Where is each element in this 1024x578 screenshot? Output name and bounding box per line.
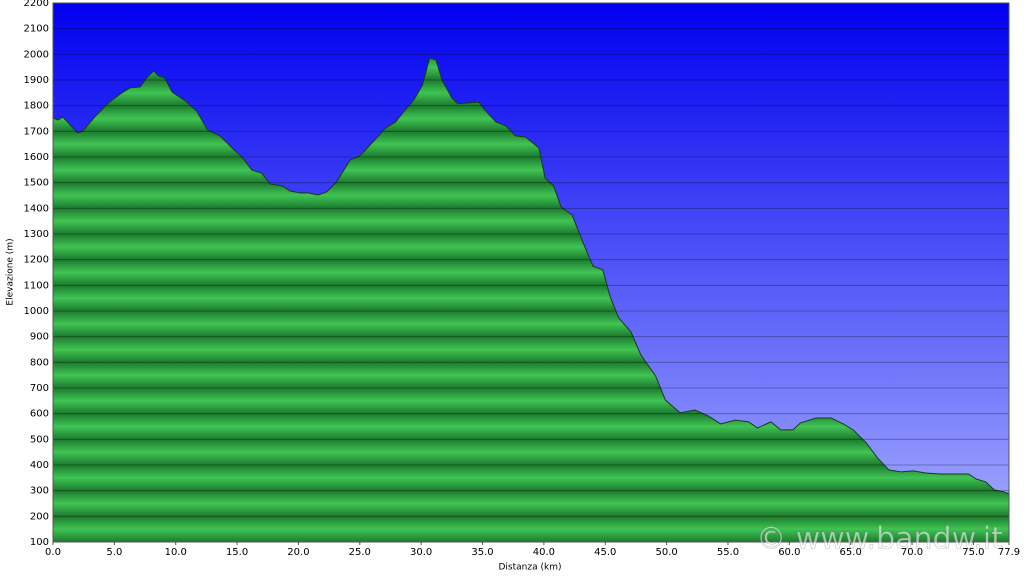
y-tick-label: 1100 <box>24 280 49 291</box>
x-tick-label: 30.0 <box>410 547 432 558</box>
x-tick-label: 45.0 <box>594 547 616 558</box>
x-tick-label: 65.0 <box>840 547 862 558</box>
x-tick-label: 50.0 <box>655 547 677 558</box>
x-tick-label: 10.0 <box>165 547 187 558</box>
x-tick-label: 60.0 <box>778 547 800 558</box>
y-tick-label: 1500 <box>24 178 49 189</box>
elevation-line <box>52 57 1010 495</box>
y-tick-label: 1900 <box>24 75 49 86</box>
y-tick-label: 500 <box>30 434 49 445</box>
x-tick-label: 15.0 <box>226 547 248 558</box>
x-tick-label: 70.0 <box>901 547 923 558</box>
x-axis-label: Distanza (km) <box>499 563 562 573</box>
y-axis-label: Elevazione (m) <box>6 238 16 305</box>
y-tick-label: 700 <box>30 383 49 394</box>
x-tick-label: 35.0 <box>471 547 493 558</box>
watermark: © www.bandw.it <box>756 522 1003 557</box>
y-tick-label: 800 <box>30 357 49 368</box>
y-tick-label: 400 <box>30 460 49 471</box>
y-tick-label: 1300 <box>24 229 49 240</box>
elevation-area <box>53 57 1009 543</box>
x-tick-label: 77.9 <box>998 547 1020 558</box>
x-tick-label: 0.0 <box>45 547 61 558</box>
y-tick-label: 2100 <box>24 24 49 35</box>
y-tick-label: 600 <box>30 409 49 420</box>
y-tick-label: 1800 <box>24 101 49 112</box>
y-tick-label: 1600 <box>24 152 49 163</box>
y-tick-label: 300 <box>30 486 49 497</box>
y-tick-label: 1000 <box>24 306 49 317</box>
x-tick-label: 75.0 <box>962 547 984 558</box>
y-tick-label: 1700 <box>24 126 49 137</box>
x-tick-label: 20.0 <box>287 547 309 558</box>
x-tick-label: 5.0 <box>106 547 122 558</box>
x-tick-label: 55.0 <box>717 547 739 558</box>
y-tick-label: 100 <box>30 537 49 548</box>
x-tick-label: 40.0 <box>533 547 555 558</box>
x-tick-label: 25.0 <box>349 547 371 558</box>
y-tick-label: 2000 <box>24 49 49 60</box>
y-tick-label: 1200 <box>24 255 49 266</box>
y-tick-label: 2200 <box>24 0 49 9</box>
plot-border <box>52 2 1010 543</box>
y-tick-label: 1400 <box>24 203 49 214</box>
y-tick-label: 900 <box>30 332 49 343</box>
y-tick-label: 200 <box>30 511 49 522</box>
